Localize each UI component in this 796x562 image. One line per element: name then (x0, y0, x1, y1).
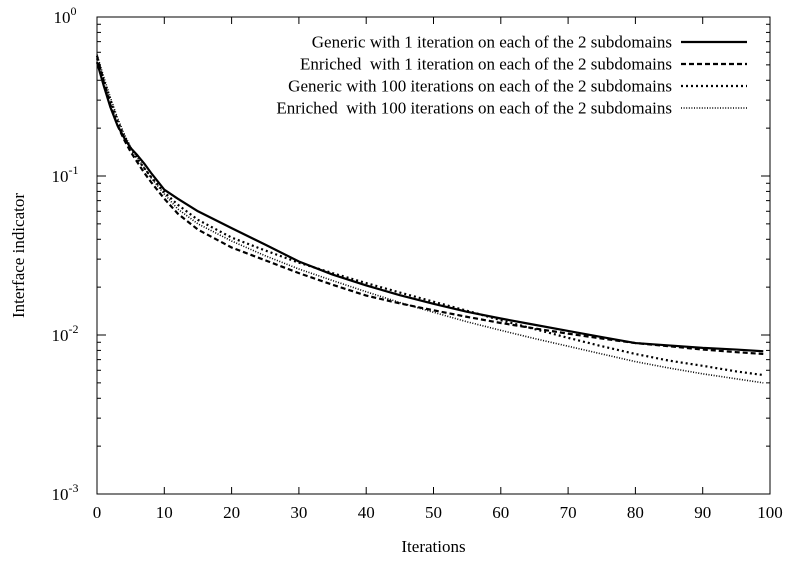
legend-label: Generic with 100 iterations on each of t… (288, 77, 672, 96)
x-axis-label: Iterations (401, 537, 465, 556)
x-tick-label: 80 (627, 503, 644, 522)
legend: Generic with 1 iteration on each of the … (276, 33, 747, 118)
x-tick-label: 20 (223, 503, 240, 522)
series-lines (95, 54, 764, 384)
x-tick-label: 60 (492, 503, 509, 522)
y-tick-label: 100 (54, 4, 77, 27)
x-tick-label: 70 (560, 503, 577, 522)
x-tick-label: 90 (694, 503, 711, 522)
legend-label: Generic with 1 iteration on each of the … (312, 33, 672, 52)
x-axis-ticks: 0 10 20 30 40 50 60 70 80 90 100 (93, 17, 783, 522)
y-tick-label: 10-2 (52, 322, 79, 345)
series-line-4 (96, 54, 764, 384)
series-line-2 (95, 55, 764, 356)
legend-label: Enriched with 100 iterations on each of … (276, 99, 672, 118)
x-tick-label: 0 (93, 503, 102, 522)
x-tick-label: 50 (425, 503, 442, 522)
x-tick-label: 100 (757, 503, 783, 522)
legend-label: Enriched with 1 iteration on each of the… (300, 55, 672, 74)
x-tick-label: 30 (290, 503, 307, 522)
x-tick-label: 40 (358, 503, 375, 522)
series-line-3 (95, 57, 764, 377)
x-tick-label: 10 (156, 503, 173, 522)
y-tick-label: 10-1 (52, 163, 79, 186)
y-axis-ticks: 10-3 10-2 10-1 100 (52, 4, 770, 504)
y-tick-label: 10-3 (52, 481, 79, 504)
y-axis-label: Interface indicator (9, 193, 28, 318)
